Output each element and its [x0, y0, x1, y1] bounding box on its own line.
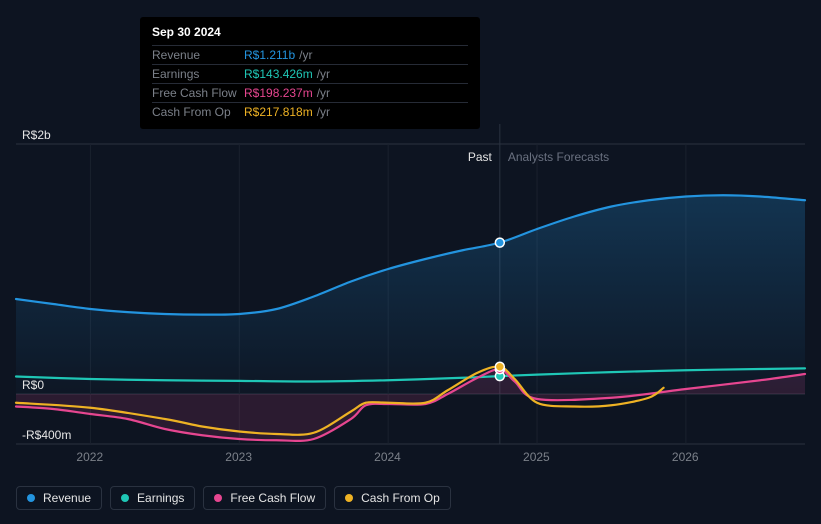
tooltip-row: Cash From OpR$217.818m/yr	[152, 102, 468, 121]
tooltip-row-unit: /yr	[317, 67, 330, 81]
legend-item-free-cash-flow[interactable]: Free Cash Flow	[203, 486, 326, 510]
chart-legend: Revenue Earnings Free Cash Flow Cash From O…	[16, 486, 451, 510]
tooltip-row-label: Free Cash Flow	[152, 86, 244, 100]
tooltip-row: RevenueR$1.211b/yr	[152, 45, 468, 64]
revenue-marker	[495, 238, 504, 247]
legend-dot-icon	[345, 494, 353, 502]
legend-item-label: Cash From Op	[361, 491, 440, 505]
x-axis-label: 2024	[374, 450, 401, 464]
past-section-label: Past	[468, 150, 492, 164]
tooltip-row-unit: /yr	[299, 48, 312, 62]
financials-chart: Sep 30 2024 RevenueR$1.211b/yrEarningsR$…	[0, 0, 821, 524]
y-axis-label: R$2b	[22, 128, 51, 142]
legend-dot-icon	[27, 494, 35, 502]
tooltip-row-value: R$143.426m	[244, 67, 313, 81]
legend-item-label: Free Cash Flow	[230, 491, 315, 505]
cfo-marker	[495, 362, 504, 371]
tooltip-row-value: R$217.818m	[244, 105, 313, 119]
x-axis-label: 2025	[523, 450, 550, 464]
legend-dot-icon	[214, 494, 222, 502]
legend-item-cash-from-op[interactable]: Cash From Op	[334, 486, 451, 510]
tooltip-row-value: R$198.237m	[244, 86, 313, 100]
x-axis-label: 2022	[76, 450, 103, 464]
tooltip-row: Free Cash FlowR$198.237m/yr	[152, 83, 468, 102]
legend-item-label: Earnings	[137, 491, 184, 505]
tooltip-row-label: Revenue	[152, 48, 244, 62]
tooltip-date: Sep 30 2024	[152, 25, 468, 43]
y-axis-label: R$0	[22, 378, 44, 392]
tooltip-row-label: Cash From Op	[152, 105, 244, 119]
chart-tooltip: Sep 30 2024 RevenueR$1.211b/yrEarningsR$…	[140, 17, 480, 129]
legend-item-earnings[interactable]: Earnings	[110, 486, 195, 510]
forecast-section-label: Analysts Forecasts	[508, 150, 609, 164]
legend-item-label: Revenue	[43, 491, 91, 505]
tooltip-row: EarningsR$143.426m/yr	[152, 64, 468, 83]
tooltip-row-value: R$1.211b	[244, 48, 295, 62]
x-axis-label: 2026	[672, 450, 699, 464]
tooltip-row-unit: /yr	[317, 86, 330, 100]
tooltip-row-unit: /yr	[317, 105, 330, 119]
tooltip-row-label: Earnings	[152, 67, 244, 81]
legend-item-revenue[interactable]: Revenue	[16, 486, 102, 510]
x-axis-label: 2023	[225, 450, 252, 464]
revenue-area	[16, 195, 805, 394]
legend-dot-icon	[121, 494, 129, 502]
y-axis-label: -R$400m	[22, 428, 71, 442]
